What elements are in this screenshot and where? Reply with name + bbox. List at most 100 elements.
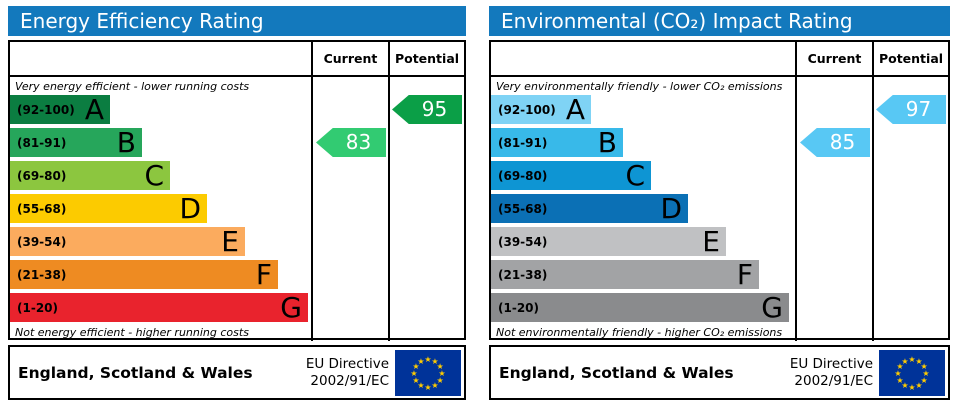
- eu-directive-line1: EU Directive: [789, 355, 873, 372]
- band-range-label: (92-100): [498, 102, 556, 117]
- svg-text:★: ★: [908, 383, 915, 392]
- svg-text:★: ★: [424, 383, 431, 392]
- environmental-impact-panel: Environmental (CO₂) Impact Rating Curren…: [489, 6, 950, 400]
- band-letter: D: [660, 192, 682, 225]
- band-letter: G: [280, 291, 302, 324]
- eu-directive-label: EU Directive 2002/91/EC: [306, 356, 389, 390]
- region-label: England, Scotland & Wales: [18, 363, 253, 382]
- svg-text:★: ★: [412, 376, 419, 385]
- panel-title: Energy Efficiency Rating: [8, 6, 466, 36]
- band-letter: C: [625, 159, 645, 192]
- svg-text:★: ★: [921, 362, 928, 371]
- band-range-label: (81-91): [498, 135, 548, 150]
- band-range-label: (69-80): [498, 168, 548, 183]
- band-range-label: (1-20): [498, 300, 539, 315]
- table-body: Very environmentally friendly - lower CO…: [491, 77, 948, 341]
- band-letter: E: [221, 225, 239, 258]
- band-chart: Very energy efficient - lower running co…: [10, 77, 311, 341]
- svg-text:★: ★: [901, 381, 908, 390]
- svg-text:★: ★: [437, 362, 444, 371]
- band-chart: Very environmentally friendly - lower CO…: [491, 77, 795, 341]
- svg-text:★: ★: [424, 355, 431, 364]
- band-range-label: (21-38): [17, 267, 67, 282]
- top-caption: Very energy efficient - lower running co…: [15, 80, 250, 93]
- table-header-row: Current Potential: [491, 42, 948, 77]
- svg-text:★: ★: [417, 356, 424, 365]
- band-range-label: (21-38): [498, 267, 548, 282]
- svg-text:★: ★: [417, 381, 424, 390]
- band-range-label: (55-68): [17, 201, 67, 216]
- svg-text:★: ★: [410, 369, 417, 378]
- potential-rating-arrow: 97: [876, 95, 946, 124]
- band-letter: B: [597, 126, 617, 159]
- svg-text:★: ★: [901, 356, 908, 365]
- band-letter: A: [84, 93, 104, 126]
- eu-directive-line1: EU Directive: [305, 355, 389, 372]
- svg-text:★: ★: [894, 369, 901, 378]
- svg-text:★: ★: [908, 355, 915, 364]
- header-spacer: [491, 42, 795, 75]
- potential-value-cell: 95: [388, 77, 464, 341]
- svg-text:★: ★: [921, 376, 928, 385]
- potential-column-header: Potential: [388, 42, 464, 75]
- current-value-cell: 83: [311, 77, 388, 341]
- svg-text:★: ★: [922, 369, 929, 378]
- svg-text:★: ★: [412, 362, 419, 371]
- eu-flag-icon: ★ ★★ ★★★ ★★★ ★★★: [395, 349, 461, 396]
- band-row-c: (69-80) C: [491, 161, 651, 190]
- band-range-label: (69-80): [17, 168, 67, 183]
- energy-efficiency-panel: Energy Efficiency Rating Current Potenti…: [8, 6, 466, 400]
- band-row-f: (21-38) F: [10, 260, 278, 289]
- band-row-b: (81-91) B: [10, 128, 142, 157]
- svg-text:★: ★: [896, 362, 903, 371]
- svg-text:★: ★: [431, 356, 438, 365]
- band-range-label: (92-100): [17, 102, 75, 117]
- eu-flag-icon: ★ ★★ ★★★ ★★★ ★★★: [879, 349, 945, 396]
- svg-text:★: ★: [896, 376, 903, 385]
- eu-directive-line2: 2002/91/EC: [794, 372, 873, 389]
- band-letter: A: [565, 93, 585, 126]
- band-row-c: (69-80) C: [10, 161, 170, 190]
- panel-title: Environmental (CO₂) Impact Rating: [489, 6, 950, 36]
- current-column-header: Current: [311, 42, 388, 75]
- svg-text:★: ★: [915, 356, 922, 365]
- potential-column-header: Potential: [872, 42, 948, 75]
- table-body: Very energy efficient - lower running co…: [10, 77, 464, 341]
- header-spacer: [10, 42, 311, 75]
- potential-rating-arrow: 95: [392, 95, 462, 124]
- bottom-caption: Not environmentally friendly - higher CO…: [496, 326, 783, 339]
- band-letter: C: [144, 159, 164, 192]
- eu-directive-label: EU Directive 2002/91/EC: [790, 356, 873, 390]
- region-label: England, Scotland & Wales: [499, 363, 734, 382]
- potential-value-cell: 97: [872, 77, 948, 341]
- band-row-a: (92-100) A: [10, 95, 110, 124]
- current-value-cell: 85: [795, 77, 872, 341]
- svg-text:★: ★: [437, 376, 444, 385]
- band-range-label: (39-54): [17, 234, 67, 249]
- band-letter: D: [179, 192, 201, 225]
- band-row-a: (92-100) A: [491, 95, 591, 124]
- current-column-header: Current: [795, 42, 872, 75]
- band-range-label: (81-91): [17, 135, 67, 150]
- band-range-label: (1-20): [17, 300, 58, 315]
- band-row-f: (21-38) F: [491, 260, 759, 289]
- rating-table: Current Potential Very energy efficient …: [8, 40, 466, 341]
- band-letter: G: [761, 291, 783, 324]
- svg-text:★: ★: [438, 369, 445, 378]
- top-caption: Very environmentally friendly - lower CO…: [496, 80, 783, 93]
- band-range-label: (39-54): [498, 234, 548, 249]
- band-row-d: (55-68) D: [10, 194, 207, 223]
- current-rating-arrow: 83: [316, 128, 386, 157]
- panel-footer: England, Scotland & Wales EU Directive 2…: [489, 345, 950, 400]
- band-row-g: (1-20) G: [10, 293, 308, 322]
- band-row-g: (1-20) G: [491, 293, 789, 322]
- band-row-d: (55-68) D: [491, 194, 688, 223]
- band-row-b: (81-91) B: [491, 128, 623, 157]
- svg-text:★: ★: [431, 381, 438, 390]
- band-letter: E: [702, 225, 720, 258]
- band-letter: B: [116, 126, 136, 159]
- svg-text:★: ★: [915, 381, 922, 390]
- rating-table: Current Potential Very environmentally f…: [489, 40, 950, 341]
- eu-directive-line2: 2002/91/EC: [310, 372, 389, 389]
